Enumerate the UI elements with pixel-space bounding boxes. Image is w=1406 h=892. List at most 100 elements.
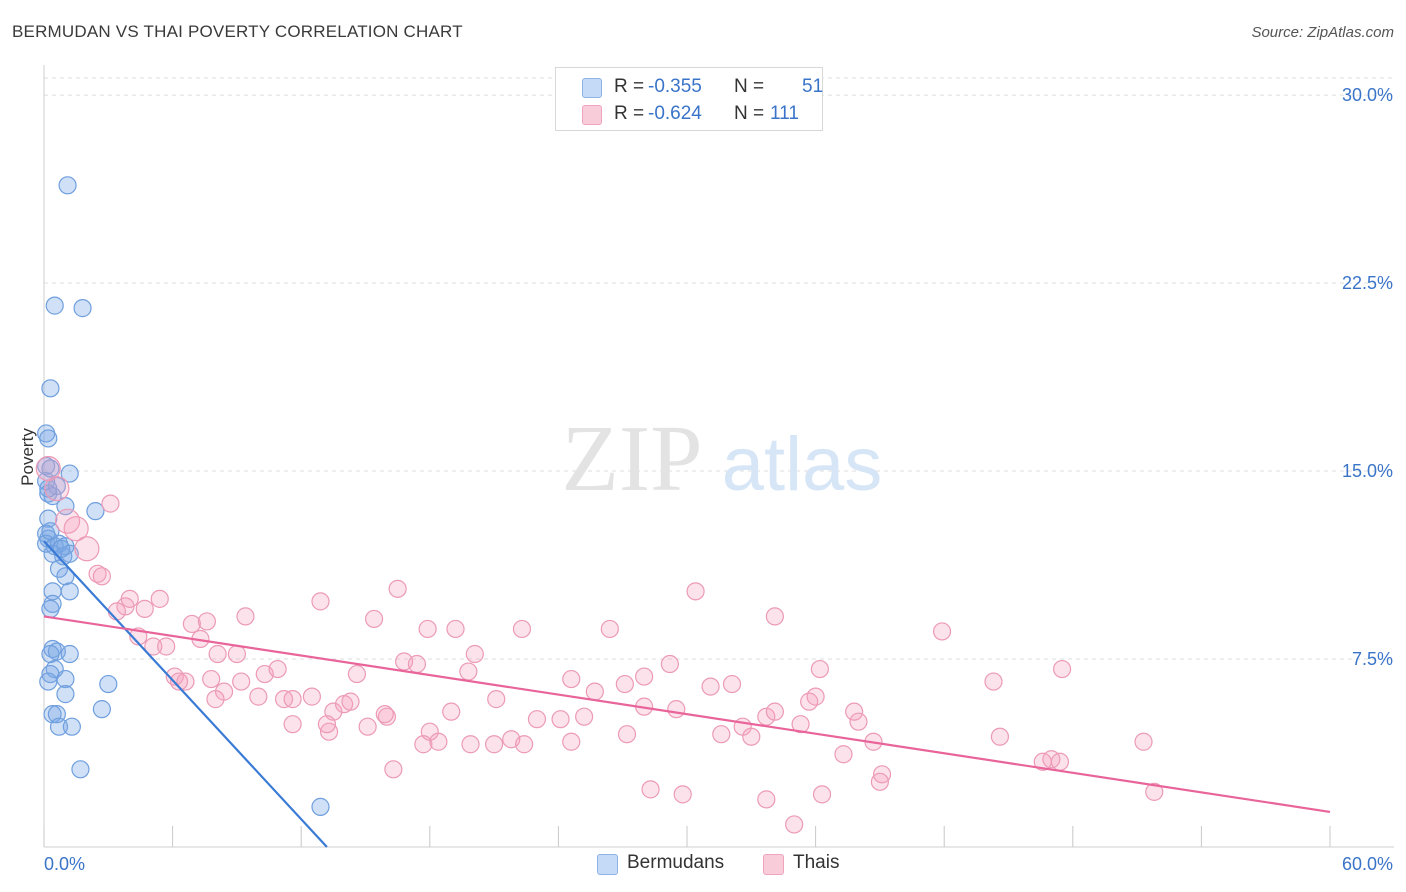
thai-point	[358, 717, 377, 736]
bermudan-point	[41, 599, 60, 618]
thai-point	[834, 745, 853, 764]
thai-point	[562, 669, 581, 689]
bermudan-point	[60, 544, 79, 563]
bermudan-point	[45, 296, 64, 315]
x-tick-label: 60.0%	[1342, 854, 1393, 874]
thai-point	[932, 622, 952, 641]
bermudan-point	[41, 522, 60, 541]
thai-point	[765, 607, 784, 626]
legend-n-value: 51	[802, 76, 824, 97]
bermudan-point	[52, 539, 71, 558]
legend-r-value: -0.624	[648, 103, 702, 124]
thai-point	[485, 735, 504, 754]
thai-point	[249, 687, 268, 706]
bermudan-point	[41, 379, 60, 398]
bermudan-point	[39, 672, 58, 691]
thai-point	[302, 687, 322, 706]
thai-point	[849, 712, 868, 731]
thai-point	[150, 589, 169, 608]
thai-point	[135, 599, 154, 618]
thai-point	[551, 710, 570, 729]
bottom-legend-label-thais: Thais	[793, 852, 840, 873]
thai-point	[872, 765, 892, 784]
thai-point	[319, 722, 339, 741]
thai-point	[845, 702, 864, 721]
thai-point	[600, 619, 619, 639]
chart-title: BERMUDAN VS THAI POVERTY CORRELATION CHA…	[12, 22, 463, 41]
thai-point	[502, 730, 521, 749]
thai-point	[347, 664, 367, 684]
thai-point	[377, 707, 397, 726]
thai-point	[157, 637, 176, 656]
thai-point	[182, 614, 201, 634]
bermudan-point	[49, 559, 69, 578]
thai-point	[810, 659, 829, 679]
watermark-zip: ZIP	[562, 407, 703, 511]
bermudan-point	[60, 644, 79, 664]
thai-point	[757, 790, 776, 809]
thai-point	[635, 667, 654, 686]
thai-point	[615, 674, 634, 694]
bermudan-point	[56, 685, 75, 704]
thai-point	[208, 644, 227, 664]
thai-point	[375, 705, 394, 724]
thai-point	[206, 690, 225, 709]
thai-point	[388, 579, 407, 598]
thai-point	[459, 662, 478, 681]
thai-point	[1033, 752, 1052, 771]
thai-point	[870, 772, 890, 791]
correlation-legend: R = -0.355 N = 51 R = -0.624 N = 111	[555, 67, 823, 131]
thai-point	[176, 672, 195, 691]
thai-point	[197, 612, 216, 631]
bermudan-point	[71, 760, 90, 779]
thai-point	[202, 669, 221, 689]
thai-point	[527, 710, 547, 729]
thai-point	[800, 692, 819, 711]
bermudan-point	[73, 299, 92, 318]
thai-point	[722, 674, 742, 694]
thai-point	[120, 589, 139, 608]
x-tick-label: 0.0%	[44, 854, 85, 874]
thai-point	[512, 619, 532, 639]
thai-point	[575, 707, 594, 726]
thai-point	[585, 682, 604, 701]
thai-point	[169, 672, 189, 691]
thai-point	[1145, 782, 1164, 801]
thai-point	[92, 567, 111, 586]
bermudan-trendline	[43, 540, 328, 848]
thai-point	[785, 815, 804, 834]
y-tick-label: 22.5%	[1342, 273, 1393, 293]
thai-point	[701, 677, 720, 696]
legend-n-label: N =	[734, 103, 765, 124]
thai-point	[686, 582, 705, 601]
thai-point	[487, 690, 506, 709]
trendlines	[43, 540, 1331, 848]
watermark-atlas: atlas	[722, 422, 883, 507]
thai-point	[268, 659, 287, 679]
thai-point	[236, 607, 255, 626]
thai-point	[667, 700, 686, 719]
y-tick-label: 15.0%	[1342, 461, 1393, 481]
thai-point	[1052, 659, 1072, 679]
bermudan-point	[60, 464, 79, 483]
bottom-legend-swatch-bermudans	[597, 854, 618, 875]
thai-point	[990, 727, 1010, 746]
thai-point	[63, 516, 89, 542]
legend-r-value: -0.355	[648, 76, 702, 97]
thai-point	[74, 536, 100, 562]
thai-point	[641, 780, 660, 799]
bermudan-point	[41, 644, 60, 664]
tick-labels: 7.5% 15.0% 22.5% 30.0% 0.0% 60.0%	[44, 85, 1393, 874]
thai-point	[442, 702, 461, 721]
bermudan-point	[56, 567, 75, 586]
bermudan-point	[39, 429, 58, 448]
thai-point	[232, 672, 251, 691]
bottom-legend-swatch-thais	[763, 854, 784, 875]
bermudan-point	[58, 176, 77, 195]
legend-swatch-thais	[582, 105, 602, 125]
thai-point	[812, 785, 832, 804]
thai-point	[317, 715, 337, 734]
source-label: Source: ZipAtlas.com	[1251, 24, 1394, 41]
bermudan-point	[60, 582, 79, 601]
